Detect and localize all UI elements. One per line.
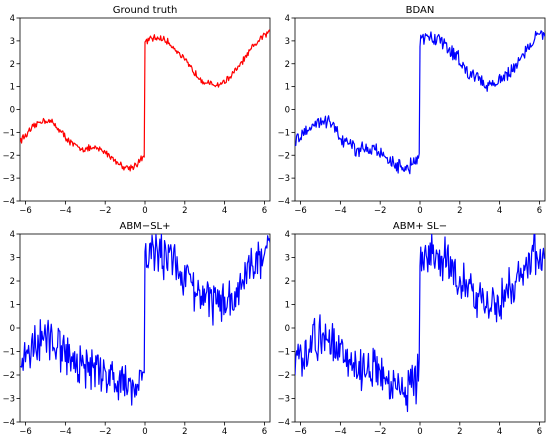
x-tick-label: 6 [537, 206, 542, 216]
y-tick-label: 2 [10, 60, 15, 70]
y-tick-label: −2 [2, 151, 15, 161]
y-tick-label: −4 [2, 418, 15, 428]
y-tick-label: −4 [277, 197, 290, 207]
series-line [20, 234, 270, 406]
x-tick-label: 2 [182, 427, 187, 436]
y-tick-label: 0 [10, 106, 15, 116]
x-tick-label: −4 [334, 427, 347, 436]
y-tick-label: −2 [277, 151, 290, 161]
x-tick-label: 6 [262, 427, 267, 436]
y-tick-label: −1 [277, 348, 290, 358]
y-tick-label: 3 [10, 37, 15, 47]
x-tick-label: 0 [142, 206, 147, 216]
y-tick-label: 0 [10, 324, 15, 334]
y-tick-label: 1 [10, 301, 15, 311]
y-tick-label: −3 [277, 395, 290, 405]
x-tick-label: 0 [142, 427, 147, 436]
y-tick-label: 1 [10, 83, 15, 93]
x-tick-label: −2 [99, 427, 112, 436]
y-tick-label: 1 [285, 83, 290, 93]
x-tick-label: −6 [19, 206, 32, 216]
y-tick-label: −4 [2, 197, 15, 207]
y-tick-label: −3 [277, 174, 290, 184]
y-tick-label: −1 [2, 128, 15, 138]
subplot-title: Ground truth [113, 5, 178, 16]
subplot-ground-truth: Ground truth −6 −4 −2 0 2 4 6 −4 −3 −2 −1 0 1 2 3 4 [2, 5, 271, 216]
x-tick-label: 2 [182, 206, 187, 216]
x-tick-label: 4 [222, 206, 227, 216]
y-tick-label: −1 [277, 128, 290, 138]
y-tick-label: −1 [2, 348, 15, 358]
subplot-title: BDAN [406, 5, 435, 16]
x-tick-label: 2 [457, 206, 462, 216]
subplot-abm-minus-sl-plus: ABM−SL+ −6 −4 −2 0 2 4 6 −4 −3 −2 −1 0 1 2 3 4 [2, 221, 271, 436]
series-line [295, 30, 545, 175]
x-tick-label: −4 [334, 206, 347, 216]
y-tick-label: 3 [285, 37, 290, 47]
y-tick-label: −2 [277, 371, 290, 381]
series-line [295, 234, 545, 413]
y-tick-label: 3 [10, 254, 15, 264]
y-tick-label: −4 [277, 418, 290, 428]
y-tick-label: 0 [285, 324, 290, 334]
x-tick-label: 6 [537, 427, 542, 436]
x-tick-label: 0 [417, 427, 422, 436]
subplot-title: ABM+ SL− [393, 221, 447, 232]
y-tick-label: 2 [285, 60, 290, 70]
x-tick-label: −2 [374, 206, 387, 216]
x-tick-label: 0 [417, 206, 422, 216]
x-tick-label: 4 [497, 427, 502, 436]
y-tick-label: 0 [285, 106, 290, 116]
subplot-abm-plus-sl-minus: ABM+ SL− −6 −4 −2 0 2 4 6 −4 −3 −2 −1 0 1 2 3 4 [277, 221, 546, 436]
x-tick-label: −6 [294, 206, 307, 216]
y-tick-label: 4 [10, 230, 15, 240]
subplot-title: ABM−SL+ [119, 221, 170, 232]
y-tick-label: −2 [2, 371, 15, 381]
y-tick-label: 4 [285, 14, 290, 24]
x-tick-label: −2 [99, 206, 112, 216]
x-tick-label: 4 [497, 206, 502, 216]
y-tick-label: −3 [2, 395, 15, 405]
subplot-bdan: BDAN −6 −4 −2 0 2 4 6 −4 −3 −2 −1 0 1 2 3 4 [277, 5, 546, 216]
x-tick-label: −4 [59, 206, 72, 216]
x-tick-label: 4 [222, 427, 227, 436]
x-tick-label: −6 [294, 427, 307, 436]
x-tick-label: 2 [457, 427, 462, 436]
y-tick-label: 3 [285, 254, 290, 264]
x-tick-label: −4 [59, 427, 72, 436]
x-tick-label: −2 [374, 427, 387, 436]
series-line [20, 29, 270, 172]
y-tick-label: 2 [10, 277, 15, 287]
y-tick-label: 4 [285, 230, 290, 240]
y-tick-label: −3 [2, 174, 15, 184]
y-tick-label: 4 [10, 14, 15, 24]
y-tick-label: 2 [285, 277, 290, 287]
x-tick-label: −6 [19, 427, 32, 436]
x-tick-label: 6 [262, 206, 267, 216]
y-tick-label: 1 [285, 301, 290, 311]
